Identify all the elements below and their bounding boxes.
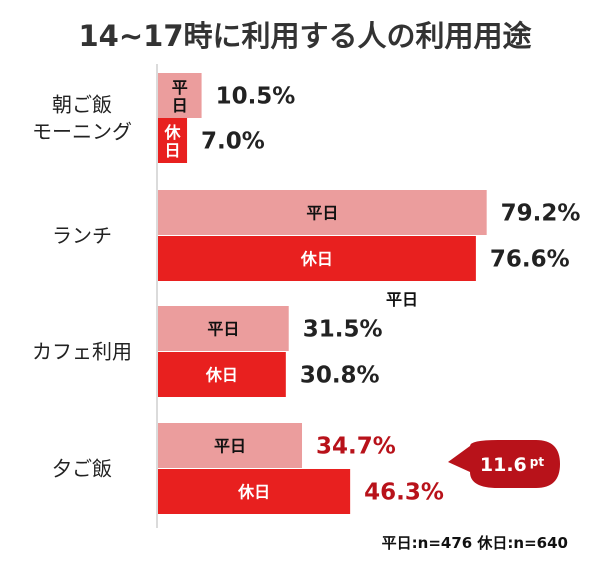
bar-label-holiday-2: 休日 [205,366,238,385]
value-label-weekday-1: 79.2% [501,201,581,227]
footnote: 平日:n=476 休日:n=640 [382,534,568,552]
bar-holiday-0 [158,118,188,163]
bar-label-weekday-3: 平日 [214,437,246,456]
bar-weekday-2 [158,306,289,351]
bar-label-holiday-1: 休日 [300,250,333,269]
bar-label-weekday-0: 平日 [172,78,188,115]
bar-label-holiday-3: 休日 [237,483,270,502]
bar-label-weekday-1: 平日 [306,204,338,223]
category-label-0: 朝ご飯モーニング [32,93,132,144]
bar-holiday-1 [158,236,476,281]
bar-label-holiday-0: 休日 [164,123,182,160]
chart-title: 14~17時に利用する人の利用用途 [78,19,532,53]
bar-weekday-1 [158,190,487,235]
value-label-holiday-2: 30.8% [300,363,380,389]
bar-holiday-3 [158,469,351,514]
category-label-3: 夕ご飯 [52,457,112,481]
bar-weekday-0 [158,73,202,118]
bars-group: 平日 10.5%平日 79.2%平日 31.5%平日 34.7%休日 7.0%休日 76.6… [158,73,580,514]
category-label-2: カフェ利用 [32,340,132,364]
value-label-holiday-0: 7.0% [201,129,265,155]
value-label-weekday-3: 34.7% [316,434,396,460]
value-label-weekday-2: 31.5% [303,317,383,343]
stray-label: 平日 [386,290,418,309]
category-label-1: ランチ [52,224,112,248]
callout-unit: pt [530,455,545,469]
difference-callout: 11.6 pt [448,440,560,488]
value-label-holiday-1: 76.6% [490,247,570,273]
value-label-weekday-0: 10.5% [216,84,296,110]
callout-value: 11.6 [480,454,527,476]
bar-holiday-2 [158,352,286,397]
callout-badge [448,440,560,488]
callout-text: 11.6 pt [480,454,544,476]
value-label-holiday-3: 46.3% [364,480,444,506]
bar-weekday-3 [158,423,303,468]
bar-label-weekday-2: 平日 [207,320,239,339]
